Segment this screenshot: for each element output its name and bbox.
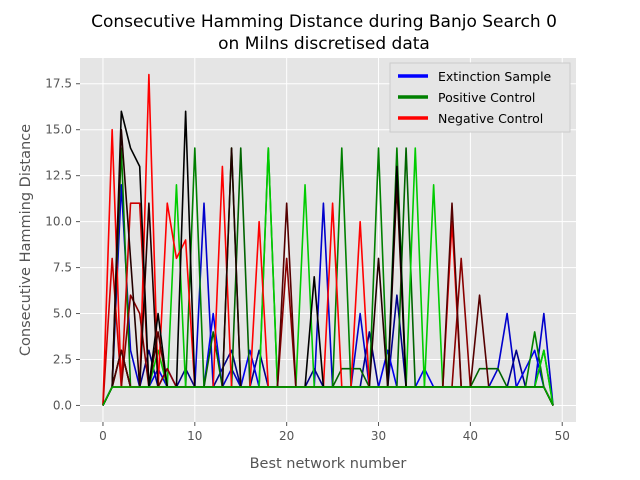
- legend-label-negative-control: Negative Control: [438, 111, 543, 126]
- chart-title: Consecutive Hamming Distance during Banj…: [91, 12, 557, 32]
- legend-label-positive-control: Positive Control: [438, 90, 535, 105]
- y-tick-label: 17.5: [45, 77, 72, 91]
- series-lines: [102, 73, 554, 406]
- x-tick-label: 0: [99, 429, 107, 443]
- y-tick-label: 15.0: [45, 123, 72, 137]
- x-axis-label: Best network number: [250, 456, 407, 472]
- series-line-13: [102, 386, 554, 406]
- y-tick-label: 10.0: [45, 215, 72, 229]
- y-tick-label: 0.0: [53, 398, 72, 412]
- x-tick-label: 30: [371, 429, 386, 443]
- y-axis-label: Consecutive Hamming Distance: [18, 124, 34, 356]
- x-tick-label: 20: [279, 429, 294, 443]
- chart-subtitle: on Milns discretised data: [218, 34, 430, 54]
- legend-label-extinction-sample: Extinction Sample: [438, 69, 552, 84]
- y-tick-label: 2.5: [53, 352, 72, 366]
- x-tick-label: 10: [187, 429, 202, 443]
- x-tick-label: 50: [555, 429, 570, 443]
- tick-labels: 0 10 20 30 40 50 0.0 2.5 5.0 7.5 10.0 12.5 15.0 17.5: [45, 77, 570, 443]
- y-tick-label: 12.5: [45, 169, 72, 183]
- legend: Extinction Sample Positive Control Negat…: [389, 62, 571, 133]
- y-tick-label: 7.5: [53, 261, 72, 275]
- y-tick-label: 5.0: [53, 307, 72, 321]
- x-tick-label: 40: [463, 429, 478, 443]
